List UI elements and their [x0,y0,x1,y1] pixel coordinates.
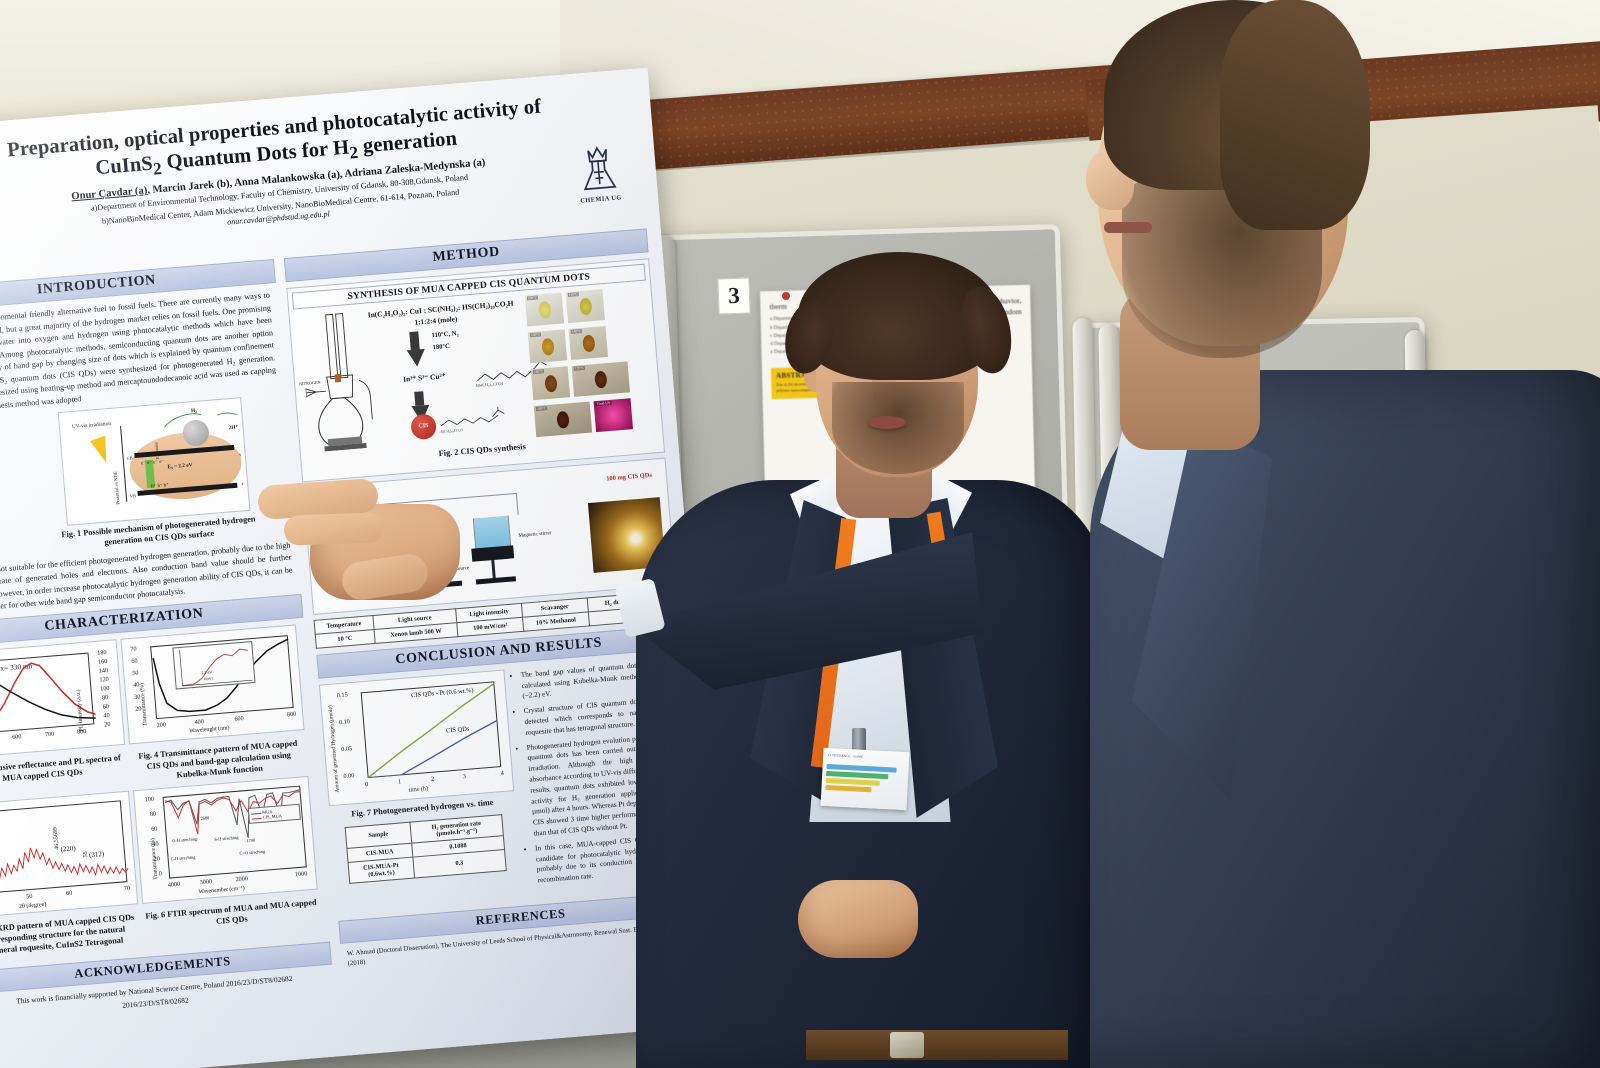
svg-text:-S(CH₂)₁₀CO₂H: -S(CH₂)₁₀CO₂H [439,428,463,434]
chart-fig6-ftir: MUA CIS_MUA 2680 O-H streching C-H strec… [138,781,313,899]
presenter-right-hand [798,870,928,962]
figure-3-caption: Fig. 3 Diffusive reflectance and PL spec… [0,753,121,783]
svg-text:HS(CH₂)₁₀CO₂H: HS(CH₂)₁₀CO₂H [476,381,504,388]
figure-1-mechanism-diagram: Potential vs NHE UV-vis irradiation CB V… [63,402,246,521]
fig1-irradiation-label: UV-vis irradiation [71,421,112,431]
fig4-inset-xlabel: E(eV) [203,676,213,682]
fig7-x-label: time (h) [408,785,429,794]
presenter-belt-buckle [890,1032,924,1058]
presenter-beard [832,382,964,474]
h2-generation-rate-table: Sample H₂ generation rate (µmole.h⁻¹.g⁻¹… [344,813,507,884]
intro-paragraph-1: Hydrogen is an environmental friendly al… [0,290,277,415]
conference-poster: Preparation, optical properties and phot… [0,67,727,1068]
cis-quantum-dot-icon: CIS [410,413,438,441]
magnetic-stirrer-label: Magnetic stirrer [518,529,552,539]
synthesis-ions: In³⁺ S²⁻ Cu²⁺ [402,371,446,384]
figure-4-panel: 2.2 eV E(eV) 70 60 50 40 30 20 200 400 6… [120,624,305,745]
synthesis-ratio: 1:1:2:4 (mole) [414,315,458,327]
fig4-y-label: Transmittance (%) [139,682,149,727]
presenter-pointing-hand [250,477,490,608]
fig4-inset: 2.2 eV E(eV) [172,640,256,690]
presenter-hair [798,252,1000,380]
figure-1-panel: Potential vs NHE UV-vis irradiation CB V… [57,397,251,527]
method-synthesis-panel: SYNTHESIS OF MUA CAPPED CIS QUANTUM DOTS [286,258,666,483]
fig6-ann-1700: 1700 [246,837,256,844]
figure-5-caption: Fig. 5 XRD pattern of MUA capped CIS QDs… [0,912,135,956]
synthesis-condition-2: 180°C [432,342,451,352]
badge-clip-icon [852,728,866,754]
chart-fig5-xrd: 46.55699 (220) 55 (312) 40 50 60 70 2θ (… [0,796,133,914]
listener-mouth [1104,222,1152,233]
badge-name-line: CONFERENCE · NAME [828,753,864,759]
person-presenter: CONFERENCE · NAME [256,250,1160,1068]
lightning-bolt-icon [90,436,114,466]
chart-fig7-h2: CIS QDs - Pt (0.6 wt.%) CIS QDs 0.15 0.1… [324,674,509,801]
fig4-inset-annotation: 2.2 eV [201,669,213,676]
fig6-x-label: Wavenumber (cm⁻¹) [198,885,245,896]
fig1-cb-label: CB [126,455,133,461]
presenter-mouth [868,416,906,429]
synthesis-condition-1: 110°C, N₂ [431,330,459,340]
presenter-belt [806,1030,1068,1060]
chart-fig4-transmittance: 2.2 eV E(eV) 70 60 50 40 30 20 200 400 6… [125,629,300,740]
fig1-recombination-label: Recombination [240,420,246,447]
fig5-peak1-plane: (220) [60,844,76,854]
fig1-y-axis-label: Potential vs NHE [113,471,122,505]
chemia-ug-logo-icon: CHEMIA UG [565,136,632,205]
pushpin-icon [782,292,790,300]
fig1-vb-label: VB [129,493,137,499]
td-sample-2: CIS-MUA-Pt (0.6wt.%) [348,856,415,883]
listener-hair-back [1220,0,1370,230]
person-listener [1060,0,1600,1068]
fig4-x-label: Wavelenght (nm) [189,725,230,735]
figure-3-panel: λex= 330 nm 500 600 700 800 180 160 14 [0,639,126,759]
figure-7-panel: CIS QDs - Pt (0.6 wt.%) CIS QDs 0.15 0.1… [318,669,515,807]
fig5-x-label: 2θ (degree) [18,902,47,911]
reflux-apparatus-icon [293,281,646,452]
fig6-ann-2680: 2680 [200,815,210,822]
fig5-peak2-plane: (312) [88,850,105,860]
figure-2-synthesis-diagram: NITROGEN In(C₂H₃O₂)₃: CuI : SC(NH₂)₂: HS… [293,280,659,460]
figure-5-panel: 46.55699 (220) 55 (312) 40 50 60 70 2θ (… [0,790,139,919]
conference-badge: CONFERENCE · NAME [820,747,910,811]
figure-6-panel: MUA CIS_MUA 2680 O-H streching C-H strec… [132,776,318,905]
chart-fig3-pl-drs: λex= 330 nm 500 600 700 800 180 160 14 [0,644,120,754]
poster-column-left: INTRODUCTION Hydrogen is an environmenta… [0,258,335,1027]
